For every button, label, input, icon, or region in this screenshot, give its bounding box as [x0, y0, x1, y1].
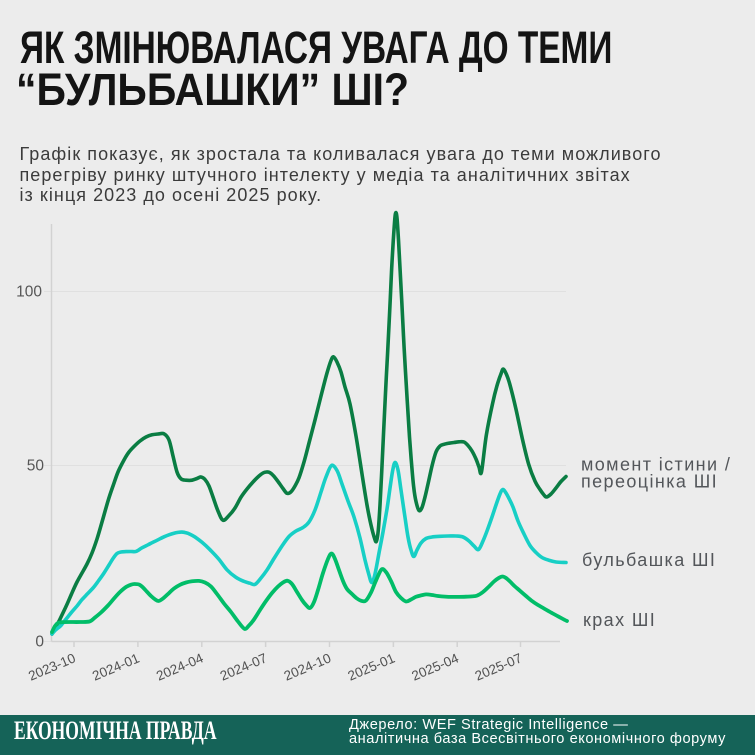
- svg-text:2024-04: 2024-04: [154, 650, 206, 683]
- svg-text:100: 100: [16, 284, 42, 301]
- svg-text:переоцінка ШІ: переоцінка ШІ: [581, 472, 718, 492]
- svg-text:50: 50: [27, 458, 45, 475]
- svg-text:2025-04: 2025-04: [409, 650, 461, 683]
- svg-text:2023-10: 2023-10: [26, 650, 77, 683]
- svg-text:2024-10: 2024-10: [282, 650, 333, 683]
- svg-text:бульбашка ШІ: бульбашка ШІ: [582, 550, 716, 570]
- svg-text:момент істини /: момент істини /: [581, 455, 731, 475]
- svg-text:2025-01: 2025-01: [346, 650, 397, 683]
- svg-text:2024-01: 2024-01: [90, 650, 141, 683]
- svg-text:2025-07: 2025-07: [473, 650, 524, 683]
- svg-text:крах ШІ: крах ШІ: [583, 610, 656, 630]
- svg-text:2024-07: 2024-07: [218, 650, 269, 683]
- svg-text:0: 0: [35, 634, 44, 651]
